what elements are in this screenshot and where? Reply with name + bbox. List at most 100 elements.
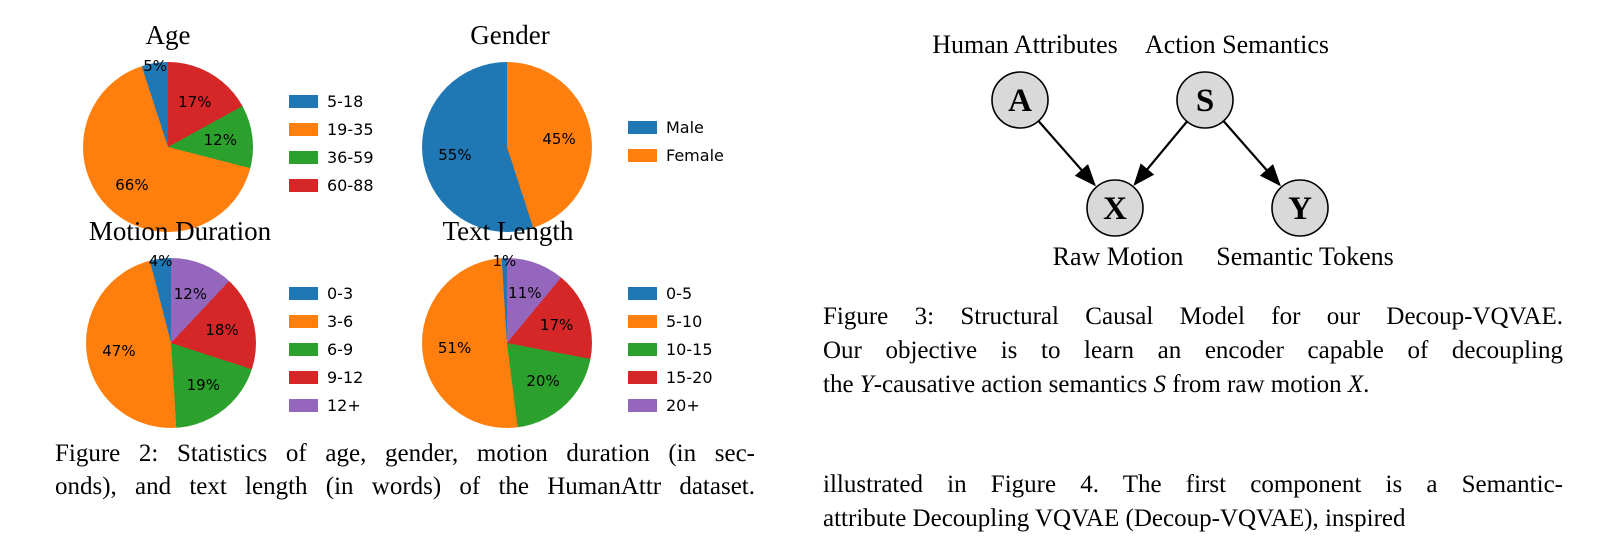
pie-slice-label: 17% [178, 92, 212, 111]
node-s-circle [1176, 71, 1234, 129]
legend-swatch [289, 287, 318, 300]
legend-item: 15-20 [628, 368, 713, 387]
figure3-caption-line1: Figure 3: Structural Causal Model for ou… [823, 303, 1563, 330]
chart-title-age: Age [145, 20, 191, 50]
pie-slice-label: 55% [438, 146, 472, 165]
legend-item: 5-10 [628, 312, 713, 331]
legend-item: 3-6 [289, 312, 363, 331]
human-attributes-label: Human Attributes [932, 30, 1118, 59]
legend-swatch [628, 371, 657, 384]
pie-chart-text-length: 1% 51% 20% 17% 11% [422, 252, 592, 428]
legend-label: 60-88 [327, 176, 374, 195]
caption-text-segment: . [1363, 371, 1370, 398]
pie-slice-label: 5% [143, 56, 167, 75]
legend-swatch [289, 371, 318, 384]
raw-motion-label: Raw Motion [1053, 242, 1184, 271]
legend-item: Female [628, 146, 724, 165]
arrow-s-to-x [1133, 120, 1188, 186]
figure2-caption-line2: onds), and text length (in words) of the… [55, 473, 755, 500]
legend-item: 9-12 [289, 368, 363, 387]
pie-slice-label: 17% [539, 316, 574, 335]
legend-item: 19-35 [289, 120, 374, 139]
caption-text-segment: from raw motion [1165, 371, 1348, 398]
pie-slice-label: 47% [102, 342, 136, 361]
figure3-caption-line2: Our objective is to learn an encoder cap… [823, 337, 1563, 364]
figure2-caption-line1: Figure 2: Statistics of age, gender, mot… [55, 440, 755, 467]
legend-swatch [628, 287, 657, 300]
legend-swatch [289, 343, 318, 356]
legend-label: Male [666, 118, 704, 137]
legend-label: 0-5 [666, 284, 693, 303]
figure2-caption: Figure 2: Statistics of age, gender, mot… [55, 437, 755, 503]
legend-label: Female [666, 146, 724, 165]
body-text-line2: attribute Decoupling VQVAE (Decoup-VQVAE… [823, 505, 1406, 532]
pie-chart-motion-duration: 4% 47% 19% 18% 12% [86, 252, 256, 428]
legend-text-length: 0-5 5-10 10-15 15-20 20+ [628, 284, 713, 424]
legend-item: Male [628, 118, 724, 137]
action-semantics-label: Action Semantics [1145, 30, 1329, 59]
body-text-line1: illustrated in Figure 4. The first compo… [823, 471, 1563, 498]
chart-title-gender: Gender [470, 20, 550, 50]
math-symbol-x: X [1347, 371, 1364, 398]
legend-label: 0-3 [327, 284, 354, 303]
math-symbol-s: S [1153, 371, 1166, 398]
legend-label: 3-6 [327, 312, 354, 331]
node-a-letter: A [1008, 83, 1032, 119]
pie-slice-label: 20% [526, 372, 560, 391]
legend-swatch [628, 149, 657, 162]
pie-chart-age: 5% 66% 12% 17% [83, 57, 253, 232]
caption-text-segment: the [823, 371, 860, 398]
legend-item: 0-5 [628, 284, 713, 303]
body-paragraph: illustrated in Figure 4. The first compo… [823, 468, 1563, 536]
pie-slice-label: 12% [203, 131, 237, 150]
legend-label: 15-20 [666, 368, 713, 387]
legend-label: 9-12 [327, 368, 364, 387]
legend-swatch [628, 343, 657, 356]
pie-slice-label: 45% [542, 129, 576, 148]
pie-slice-label: 11% [508, 284, 542, 303]
legend-swatch [628, 315, 657, 328]
node-x-circle [1086, 179, 1144, 237]
legend-item: 5-18 [289, 92, 374, 111]
pie-slice-label: 66% [115, 176, 149, 195]
scm-diagram: Human Attributes Action Semantics A S X … [932, 30, 1394, 271]
math-symbol-y: Y [859, 371, 874, 398]
node-a-circle [991, 71, 1049, 129]
semantic-tokens-label: Semantic Tokens [1216, 242, 1394, 271]
legend-item: 12+ [289, 396, 363, 415]
legend-item: 60-88 [289, 176, 374, 195]
legend-swatch [289, 95, 318, 108]
legend-item: 20+ [628, 396, 713, 415]
arrow-s-to-y [1222, 120, 1281, 187]
legend-label: 19-35 [327, 120, 374, 139]
legend-item: 6-9 [289, 340, 363, 359]
legend-label: 12+ [327, 396, 361, 415]
legend-motion-duration: 0-3 3-6 6-9 9-12 12+ [289, 284, 363, 424]
caption-text-segment: -causative action semantics [873, 371, 1154, 398]
pie-slice-label: 18% [205, 320, 239, 339]
node-x-letter: X [1103, 191, 1127, 227]
legend-item: 0-3 [289, 284, 363, 303]
node-y-circle [1271, 179, 1329, 237]
legend-gender: Male Female [628, 118, 724, 174]
pie-slice-label: 4% [148, 252, 173, 271]
legend-item: 36-59 [289, 148, 374, 167]
node-y-letter: Y [1288, 191, 1312, 227]
legend-swatch [289, 151, 318, 164]
legend-label: 5-10 [666, 312, 703, 331]
legend-age: 5-18 19-35 36-59 60-88 [289, 92, 374, 204]
figure3-caption: Figure 3: Structural Causal Model for ou… [823, 300, 1563, 402]
legend-swatch [289, 179, 318, 192]
node-s-letter: S [1196, 83, 1214, 119]
pie-chart-gender: 55% 45% [422, 62, 592, 232]
pie-slice-label: 1% [492, 251, 517, 270]
legend-swatch [289, 123, 318, 136]
legend-swatch [289, 399, 318, 412]
arrow-a-to-x [1037, 120, 1096, 187]
chart-title-text-length: Text Length [442, 216, 574, 246]
figure3-caption-line3: the Y-causative action semantics S from … [823, 368, 1563, 402]
legend-swatch [628, 121, 657, 134]
legend-label: 6-9 [327, 340, 354, 359]
legend-label: 36-59 [327, 148, 374, 167]
